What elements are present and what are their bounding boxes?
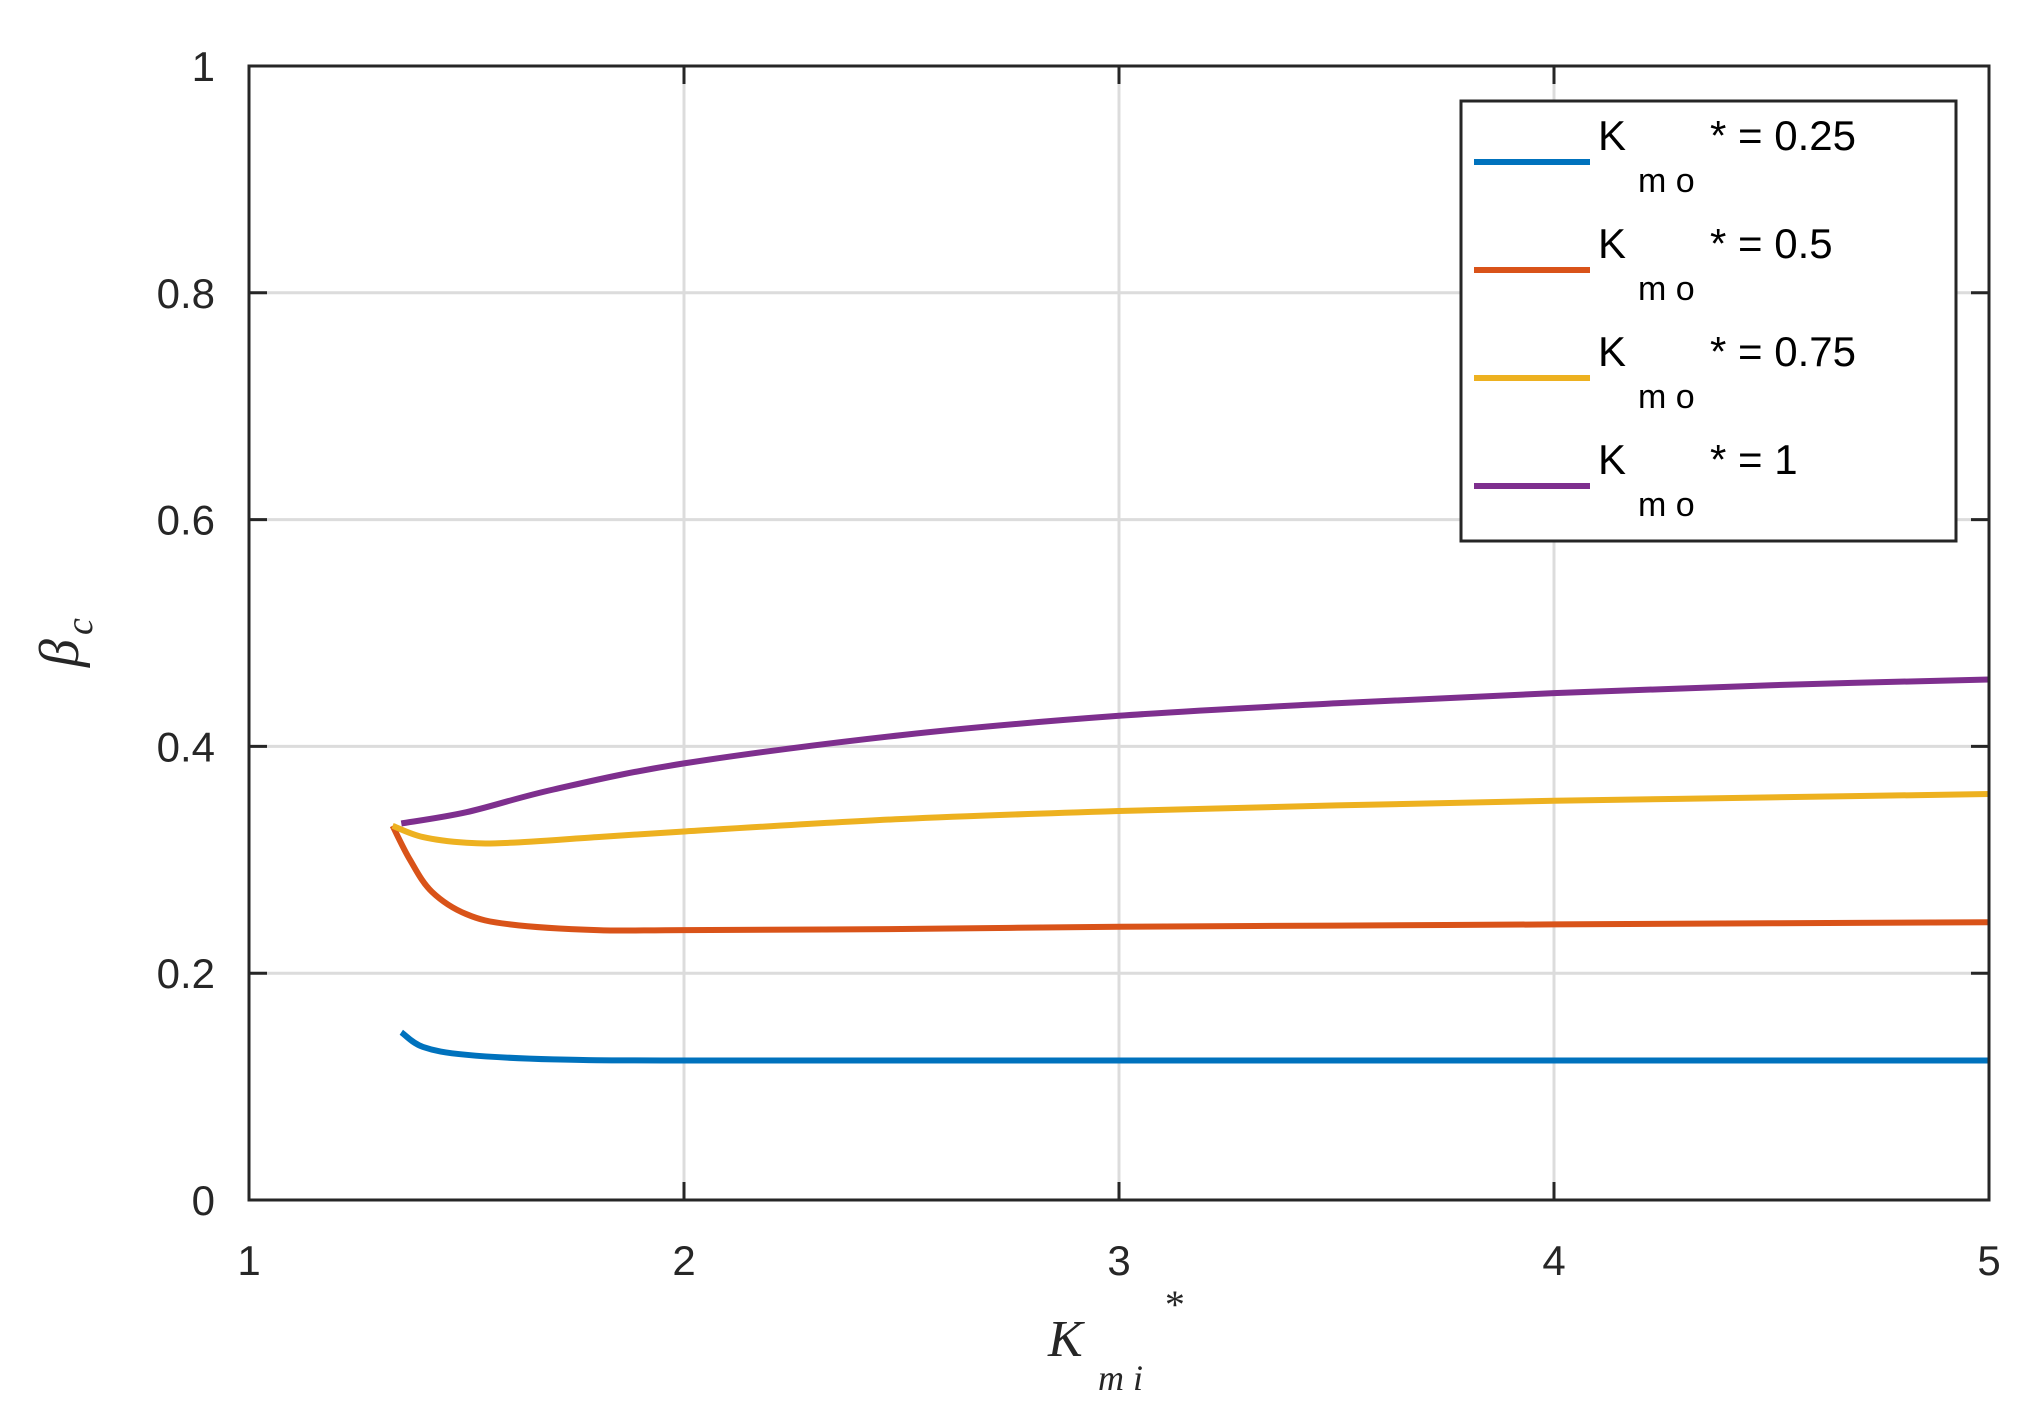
legend-label-main: K <box>1598 328 1626 375</box>
legend-label-main: K <box>1598 112 1626 159</box>
legend-label-sub: m o <box>1638 270 1695 308</box>
y-tick-label: 0.4 <box>157 723 215 770</box>
series-line-4 <box>400 676 1990 827</box>
series-line-1 <box>399 1029 1989 1064</box>
series-line-3 <box>391 791 1990 847</box>
series-group <box>389 676 1990 1064</box>
series-line-2 <box>389 824 1990 934</box>
x-tick-label: 4 <box>1542 1237 1565 1284</box>
tick-marks <box>247 64 1991 1202</box>
legend-box <box>1459 99 1958 543</box>
legend: Km o * = 0.25 Km o * = 0.5 Km o * = 0.75 Km o *… <box>1459 99 1958 543</box>
legend-label-value: * = 0.5 <box>1710 220 1833 267</box>
x-axis-title-sub: m i <box>1098 1358 1143 1398</box>
legend-label-value: * = 0.75 <box>1710 328 1856 375</box>
x-tick-label: 2 <box>672 1237 695 1284</box>
legend-item-1: Km o * = 0.25 <box>1474 112 1856 200</box>
y-tick-label: 0.6 <box>157 497 215 544</box>
y-tick-label: 1 <box>192 43 215 90</box>
legend-label-value: * = 1 <box>1710 436 1798 483</box>
legend-items: Km o * = 0.25 Km o * = 0.5 Km o * = 0.75 Km o *… <box>1474 112 1856 524</box>
x-tick-label: 1 <box>237 1237 260 1284</box>
x-tick-label: 3 <box>1107 1237 1130 1284</box>
x-axis-title-sup: * <box>1163 1282 1183 1327</box>
legend-label-value: * = 0.25 <box>1710 112 1856 159</box>
legend-label-sub: m o <box>1638 486 1695 524</box>
y-tick-label: 0.2 <box>157 950 215 997</box>
y-tick-label: 0 <box>192 1177 215 1224</box>
legend-label-main: K <box>1598 436 1626 483</box>
tick-labels: 1 2 3 4 5 0 0.2 0.4 0.6 0.8 1 <box>157 43 2001 1284</box>
y-axis-title-main: β <box>29 639 91 668</box>
legend-item-2: Km o * = 0.5 <box>1474 220 1833 308</box>
y-tick-label: 0.8 <box>157 270 215 317</box>
legend-item-3: Km o * = 0.75 <box>1474 328 1856 416</box>
legend-label-sub: m o <box>1638 378 1695 416</box>
x-axis-title: K m i * <box>1047 1282 1183 1398</box>
x-axis-title-main: K <box>1047 1311 1085 1368</box>
y-axis-title: β c <box>29 618 101 668</box>
x-tick-label: 5 <box>1977 1237 2000 1284</box>
legend-label-main: K <box>1598 220 1626 267</box>
y-axis-title-sub: c <box>59 618 101 635</box>
legend-item-4: Km o * = 1 <box>1474 436 1798 524</box>
legend-label-sub: m o <box>1638 162 1695 200</box>
